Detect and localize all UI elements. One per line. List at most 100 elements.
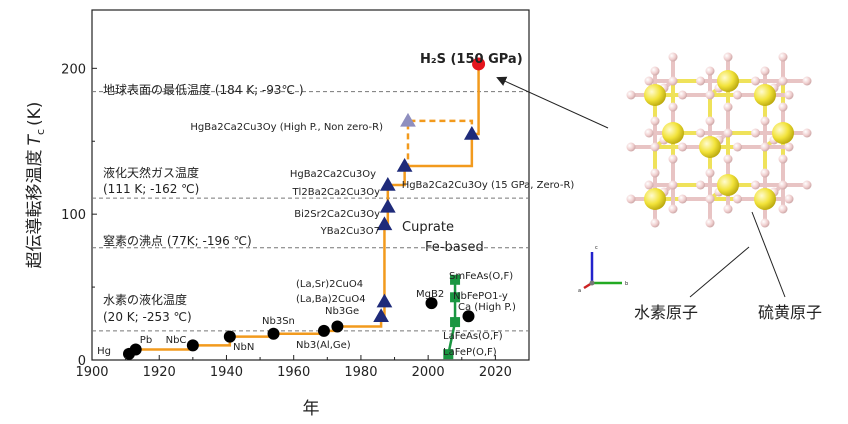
hydrogen-atom [678,142,687,152]
crystal-axes: c a b [578,245,628,294]
hydrogen-atom [650,168,660,178]
compound-label: SmFeAs(O,F) [449,271,513,282]
crystal-axis-a: a [578,288,581,294]
hydrogen-atom [760,168,770,178]
hydrogen-atom [705,66,715,76]
hydrogen-atom [778,52,788,62]
compound-label: (La,Sr)2CuO4 [296,279,363,290]
record-step-line [128,63,480,356]
h2s-crystal-structure [626,52,812,228]
hydrogen-atom [650,116,660,126]
cuprate-point [396,158,413,172]
hydrogen-atom [723,154,733,164]
compound-label: NbN [233,342,254,353]
hydrogen-atom [650,218,660,228]
h2s-label: H₂S (150 GPa) [420,52,523,67]
compound-label: Nb3Sn [262,316,295,327]
hydrogen-atom [760,116,770,126]
hydrogen-atom [696,128,705,138]
fe-based-line [447,279,457,355]
compound-label: Bi2Sr2Ca2Cu3Oy [294,209,380,220]
hydrogen-atom [705,90,715,100]
cuprate-point [463,125,480,140]
y-axis-label: 超伝導転移温度 Tc (K) [25,102,47,269]
hydrogen-atom [668,52,678,62]
x-tick-label: 2020 [479,365,512,380]
x-tick-label: 1980 [344,365,377,380]
hydrogen-atom [668,154,678,164]
reference-label: 水素の液化温度 [103,292,187,307]
compound-label: HgBa2Ca2Cu3Oy (15 GPa, Zero-R) [402,180,575,191]
cuprate-point [373,308,389,322]
hydrogen-atom [784,194,794,204]
hydrogen-atom [650,142,660,152]
hydrogen-atom [668,180,678,190]
hydrogen-atom [784,90,794,100]
reference-label: (20 K; -253 ℃) [103,310,192,324]
conventional-point [129,343,142,356]
hydrogen-atom [723,52,733,62]
compound-label: Pb [140,335,152,346]
conventional-point [331,320,344,333]
conventional-point [267,327,280,340]
hydrogen-atom [778,154,788,164]
hydrogen-atom [778,76,788,86]
hydrogen-atom [760,66,770,76]
conventional-point [223,330,236,343]
compound-label: Tl2Ba2Ca2Cu3Oy [291,187,380,198]
reference-lines [92,91,529,332]
hydrogen-atom [705,218,715,228]
sulfur-atom [699,136,721,158]
compound-label: NbFePO1-y [453,291,508,302]
sulfur-atom [644,84,666,106]
hydrogen-atom [751,180,760,190]
hydrogen-atom [733,194,742,204]
hydrogen-atom [705,194,715,204]
hydrogen-atom [760,142,770,152]
conventional-point [425,297,438,310]
hydrogen-atom [705,168,715,178]
cuprate-point [400,112,416,127]
hydrogen-atom [678,90,687,100]
compound-label: YBa2Cu3O7 [320,226,380,237]
hydrogen-atom [650,66,660,76]
hydrogen-atom [733,90,742,100]
sulfur-atom [717,70,739,92]
high-pressure-dashed-line [404,119,474,168]
hydrogen-atom [668,204,678,214]
sulfur-atom [717,174,739,196]
h2s-point [472,57,486,71]
x-tick-label: 1940 [210,365,243,380]
hydrogen-atom [778,102,788,112]
reference-label: 地球表面の最低温度 (184 K; -93℃ ) [103,82,304,97]
sulfur-atom [754,188,776,210]
plot-frame [91,9,530,361]
hydrogen-atom [678,194,687,204]
conventional-point [186,339,199,352]
hydrogen-atom [626,142,636,152]
y-axis-label-unit: (K) [25,102,45,126]
fe-based-category-label: Fe-based [425,240,484,255]
compound-label: HgBa2Ca2Cu3Oy [290,169,376,180]
reference-label: 液化天然ガス温度 [103,165,199,180]
svg-text:超伝導転移温度Tc(K): 超伝導転移温度 Tc (K) [25,102,47,269]
hydrogen-atom [696,76,705,86]
y-tick-label: 100 [61,208,86,223]
sulfur-atom [754,84,776,106]
cuprate-point [379,176,396,191]
sulfur-atom [644,188,666,210]
y-tick-label: 200 [61,62,86,77]
fe-based-point [443,349,454,360]
hydrogen-atom [705,116,715,126]
x-tick-label: 1960 [277,365,310,380]
hydrogen-atom [751,128,760,138]
fe-based-point [450,274,461,285]
hydrogen-atom [626,90,636,100]
sulfur-atom [662,122,684,144]
pointer-arrow [496,76,609,129]
hydrogen-atom [778,204,788,214]
y-axis-label-sub: c [34,129,47,135]
compound-label: Hg [97,346,111,357]
hydrogen-atom [733,142,742,152]
